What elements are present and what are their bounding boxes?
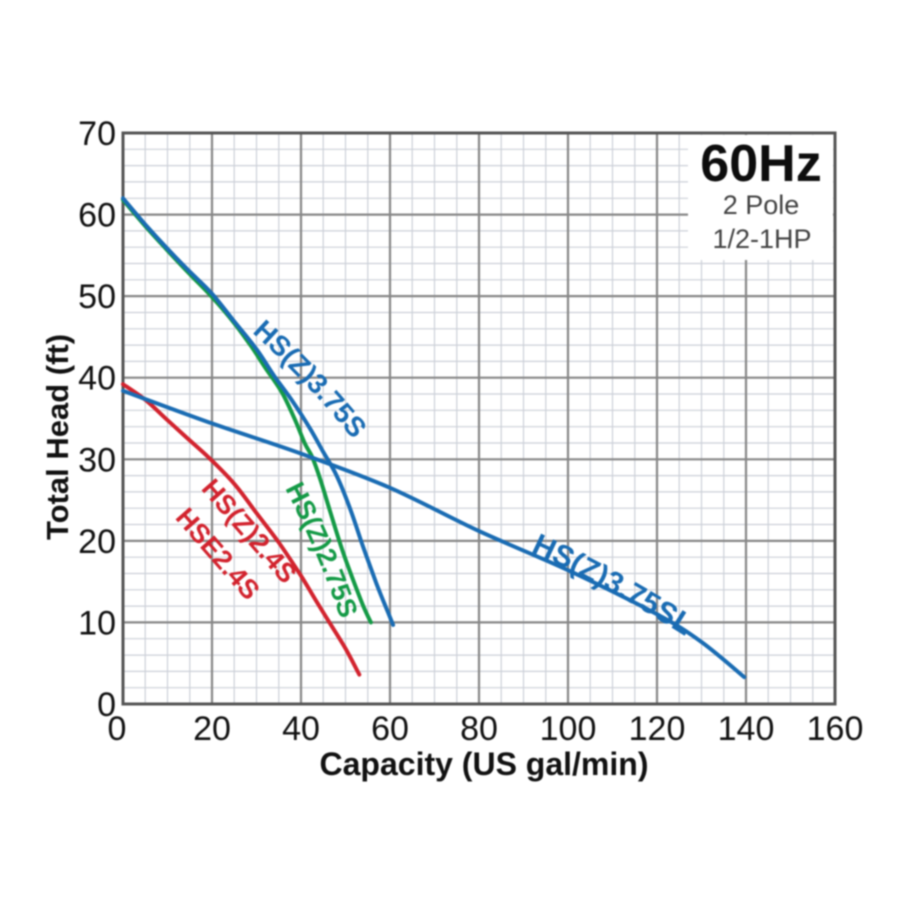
- svg-text:Capacity (US gal/min): Capacity (US gal/min): [320, 746, 649, 782]
- svg-text:40: 40: [78, 360, 116, 398]
- svg-text:50: 50: [78, 278, 116, 316]
- svg-text:100: 100: [540, 710, 597, 748]
- svg-text:20: 20: [193, 710, 231, 748]
- svg-text:60: 60: [78, 197, 116, 235]
- svg-text:60Hz: 60Hz: [700, 135, 821, 193]
- svg-text:40: 40: [282, 710, 320, 748]
- svg-text:60: 60: [371, 710, 409, 748]
- svg-text:0: 0: [108, 710, 127, 748]
- svg-text:140: 140: [718, 710, 775, 748]
- svg-text:30: 30: [78, 441, 116, 479]
- svg-text:2 Pole: 2 Pole: [723, 190, 800, 220]
- svg-text:120: 120: [629, 710, 686, 748]
- svg-text:Total Head (ft): Total Head (ft): [40, 334, 75, 540]
- svg-text:1/2-1HP: 1/2-1HP: [712, 224, 811, 254]
- svg-text:20: 20: [78, 523, 116, 561]
- svg-text:80: 80: [460, 710, 498, 748]
- svg-text:70: 70: [78, 115, 116, 153]
- svg-text:160: 160: [807, 710, 864, 748]
- svg-text:0: 0: [97, 686, 116, 724]
- svg-text:10: 10: [78, 604, 116, 642]
